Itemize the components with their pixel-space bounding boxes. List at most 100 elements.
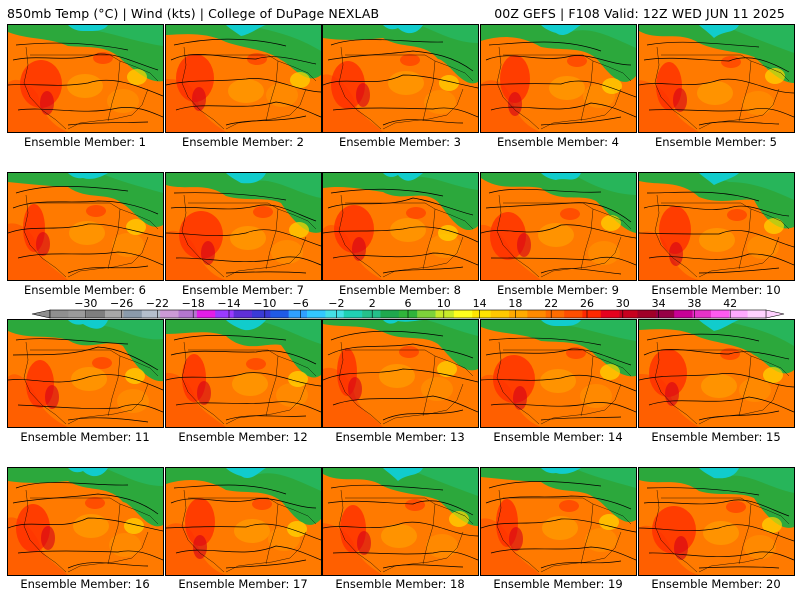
- ensemble-member-map: [7, 467, 164, 576]
- ensemble-member-label: Ensemble Member: 6: [24, 283, 146, 297]
- ensemble-member-label: Ensemble Member: 18: [335, 577, 465, 591]
- colorbar-tick-label: 22: [544, 297, 558, 310]
- colorbar-swatch: [674, 310, 693, 318]
- ensemble-member-map: [322, 172, 479, 281]
- colorbar-swatch: [527, 310, 546, 318]
- ensemble-member-label: Ensemble Member: 8: [339, 283, 461, 297]
- ensemble-member-label: Ensemble Member: 13: [335, 430, 465, 444]
- colorbar-swatch: [196, 310, 216, 318]
- ensemble-member-map: [7, 319, 164, 428]
- ensemble-member-label: Ensemble Member: 14: [493, 430, 623, 444]
- colorbar-swatch: [490, 310, 510, 318]
- colorbar-swatch: [435, 310, 455, 318]
- colorbar-tick-label: −22: [146, 297, 169, 310]
- colorbar-tick-label: −2: [328, 297, 344, 310]
- colorbar-swatch: [637, 310, 657, 318]
- colorbar-swatch: [729, 310, 748, 318]
- ensemble-member-map: [638, 172, 795, 281]
- ensemble-member-label: Ensemble Member: 16: [20, 577, 150, 591]
- colorbar-swatch: [160, 310, 179, 318]
- ensemble-member-map: [165, 467, 322, 576]
- colorbar-swatch: [619, 310, 638, 318]
- ensemble-member-label: Ensemble Member: 15: [651, 430, 781, 444]
- colorbar-tick-label: 2: [369, 297, 376, 310]
- colorbar-tick-label: −26: [110, 297, 133, 310]
- colorbar-swatch: [747, 310, 767, 318]
- colorbar-swatch: [710, 310, 730, 318]
- ensemble-member-label: Ensemble Member: 11: [20, 430, 150, 444]
- colorbar-swatch: [233, 310, 253, 318]
- temperature-colorbar: −30 −26 −22 −18 −14 −10 −6 −2 2 6 10 14 18 22 26 30 34 38…: [31, 297, 785, 319]
- ensemble-member-map: [638, 24, 795, 133]
- ensemble-member-map: [165, 319, 322, 428]
- colorbar-tick-label: −14: [217, 297, 240, 310]
- colorbar-swatch: [123, 310, 143, 318]
- colorbar-tick-label: 14: [473, 297, 487, 310]
- ensemble-member-map: [165, 24, 322, 133]
- ensemble-member-label: Ensemble Member: 20: [651, 577, 781, 591]
- colorbar-swatch: [270, 310, 289, 318]
- ensemble-member-label: Ensemble Member: 10: [651, 283, 781, 297]
- colorbar-swatch: [380, 310, 400, 318]
- colorbar-tick-label: 34: [652, 297, 666, 310]
- colorbar-swatch: [472, 310, 491, 318]
- colorbar-tick-label: 26: [580, 297, 594, 310]
- colorbar-swatch: [508, 310, 528, 318]
- colorbar-swatch: [141, 310, 161, 318]
- colorbar-swatch: [343, 310, 363, 318]
- colorbar-swatch: [68, 310, 88, 318]
- ensemble-member-label: Ensemble Member: 9: [497, 283, 619, 297]
- colorbar-swatch: [582, 310, 602, 318]
- ensemble-member-label: Ensemble Member: 7: [182, 283, 304, 297]
- ensemble-member-label: Ensemble Member: 4: [497, 135, 619, 149]
- ensemble-member-label: Ensemble Member: 12: [178, 430, 308, 444]
- ensemble-member-map: [165, 172, 322, 281]
- colorbar-swatch: [288, 310, 308, 318]
- ensemble-member-map: [322, 467, 479, 576]
- colorbar-swatch: [362, 310, 381, 318]
- colorbar-swatch: [215, 310, 234, 318]
- ensemble-member-map: [7, 24, 164, 133]
- colorbar-swatch: [417, 310, 436, 318]
- colorbar-tick-label: −18: [182, 297, 205, 310]
- colorbar-swatch: [251, 310, 271, 318]
- model-run-info: 00Z GEFS | F108 Valid: 12Z WED JUN 11 20…: [494, 6, 785, 21]
- colorbar-underflow-arrow: [31, 309, 51, 319]
- colorbar-swatch: [692, 310, 712, 318]
- colorbar-swatch: [307, 310, 326, 318]
- colorbar-tick-label: 6: [405, 297, 412, 310]
- ensemble-member-label: Ensemble Member: 19: [493, 577, 623, 591]
- ensemble-member-map: [638, 467, 795, 576]
- ensemble-member-map: [480, 467, 637, 576]
- colorbar-tick-label: −6: [292, 297, 308, 310]
- ensemble-member-label: Ensemble Member: 17: [178, 577, 308, 591]
- colorbar-swatch: [325, 310, 345, 318]
- ensemble-member-map: [480, 172, 637, 281]
- map-title: 850mb Temp (°C) | Wind (kts) | College o…: [7, 6, 380, 21]
- colorbar-swatch: [105, 310, 124, 318]
- ensemble-member-map: [322, 24, 479, 133]
- ensemble-member-label: Ensemble Member: 3: [339, 135, 461, 149]
- ensemble-member-map: [638, 319, 795, 428]
- colorbar-tick-label: 18: [508, 297, 522, 310]
- colorbar-overflow-arrow: [765, 309, 785, 319]
- colorbar-tick-label: −10: [253, 297, 276, 310]
- colorbar-swatch: [655, 310, 675, 318]
- ensemble-member-map: [322, 319, 479, 428]
- colorbar-tick-label: 10: [437, 297, 451, 310]
- ensemble-member-label: Ensemble Member: 1: [24, 135, 146, 149]
- ensemble-member-label: Ensemble Member: 5: [655, 135, 777, 149]
- ensemble-member-map: [480, 24, 637, 133]
- colorbar-swatch: [178, 310, 198, 318]
- colorbar-tick-label: −30: [74, 297, 97, 310]
- ensemble-member-label: Ensemble Member: 2: [182, 135, 304, 149]
- ensemble-member-map: [480, 319, 637, 428]
- colorbar-swatch: [50, 310, 69, 318]
- ensemble-member-map: [7, 172, 164, 281]
- colorbar-tick-label: 38: [687, 297, 701, 310]
- colorbar-tick-label: 30: [616, 297, 630, 310]
- colorbar-tick-label: 42: [723, 297, 737, 310]
- colorbar-swatch: [545, 310, 565, 318]
- colorbar-swatch: [453, 310, 473, 318]
- colorbar-swatch: [600, 310, 620, 318]
